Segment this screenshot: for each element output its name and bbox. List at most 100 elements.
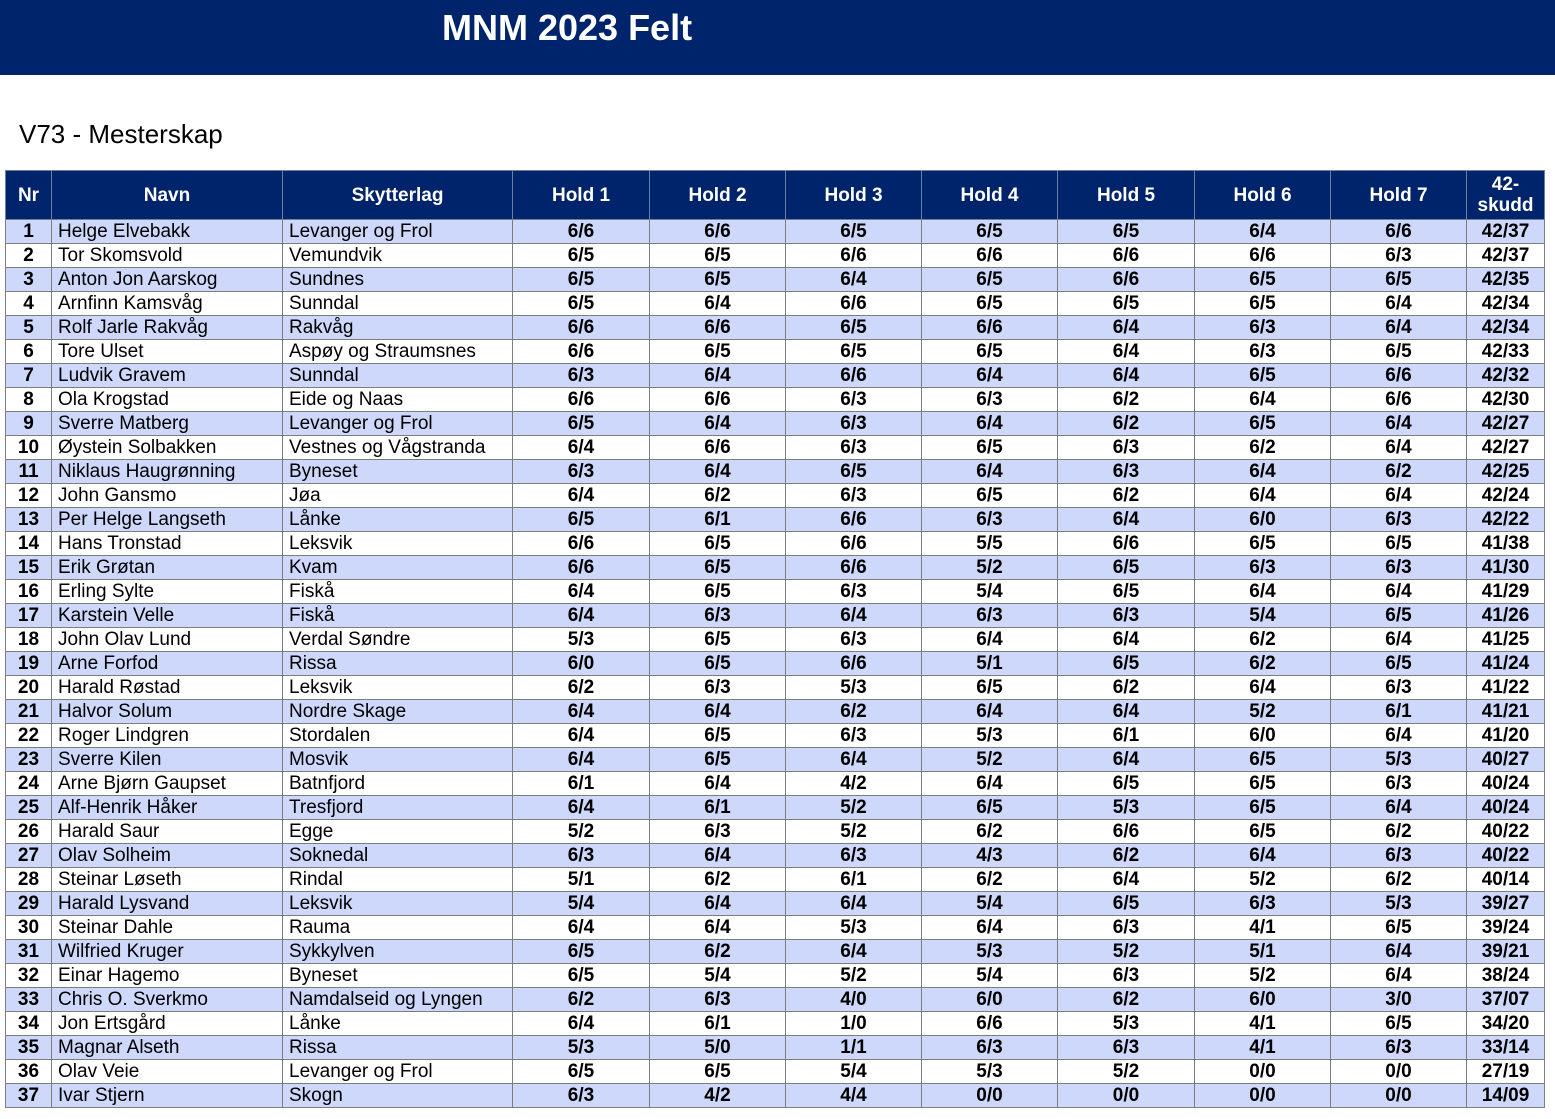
hold-6-score-cell: 5/1 bbox=[1194, 939, 1331, 964]
rank-cell: 3 bbox=[5, 267, 52, 292]
hold-5-score-cell: 6/2 bbox=[1057, 483, 1195, 508]
total-score-cell: 38/24 bbox=[1466, 963, 1545, 988]
hold-4-score-cell: 6/6 bbox=[921, 243, 1058, 268]
hold-4-score-cell: 6/5 bbox=[921, 483, 1058, 508]
shooter-name-cell: Sverre Kilen bbox=[51, 747, 283, 772]
col-header-navn[interactable]: Navn bbox=[51, 170, 283, 220]
col-header-hold-2[interactable]: Hold 2 bbox=[649, 170, 786, 220]
hold-6-score-cell: 0/0 bbox=[1194, 1059, 1331, 1084]
col-header-hold-4[interactable]: Hold 4 bbox=[921, 170, 1058, 220]
hold-6-score-cell: 4/1 bbox=[1194, 915, 1331, 940]
col-header-hold-6[interactable]: Hold 6 bbox=[1194, 170, 1331, 220]
hold-3-score-cell: 5/4 bbox=[785, 1059, 922, 1084]
hold-1-score-cell: 6/1 bbox=[512, 771, 650, 796]
hold-2-score-cell: 6/5 bbox=[649, 651, 786, 676]
hold-1-score-cell: 6/4 bbox=[512, 579, 650, 604]
total-score-cell: 40/27 bbox=[1466, 747, 1545, 772]
shooter-name-cell: Anton Jon Aarskog bbox=[51, 267, 283, 292]
shooter-name-cell: Niklaus Haugrønning bbox=[51, 459, 283, 484]
hold-7-score-cell: 6/4 bbox=[1330, 435, 1467, 460]
rank-cell: 23 bbox=[5, 747, 52, 772]
table-row: 36 Olav Veie Levanger og Frol 6/5 6/5 5/4 5/3 5… bbox=[5, 1059, 1545, 1084]
table-row: 33 Chris O. Sverkmo Namdalseid og Lyngen 6/… bbox=[5, 987, 1545, 1012]
table-row: 37 Ivar Stjern Skogn 6/3 4/2 4/4 0/0 0/0 0/0 0/0 1… bbox=[5, 1083, 1545, 1108]
rank-cell: 9 bbox=[5, 411, 52, 436]
rank-cell: 21 bbox=[5, 699, 52, 724]
hold-4-score-cell: 6/4 bbox=[921, 699, 1058, 724]
club-cell: Sundnes bbox=[282, 267, 513, 292]
hold-5-score-cell: 6/3 bbox=[1057, 459, 1195, 484]
col-header-skytterlag[interactable]: Skytterlag bbox=[282, 170, 513, 220]
hold-3-score-cell: 6/3 bbox=[785, 627, 922, 652]
shooter-name-cell: Harald Røstad bbox=[51, 675, 283, 700]
col-header-hold-7[interactable]: Hold 7 bbox=[1330, 170, 1467, 220]
hold-5-score-cell: 6/4 bbox=[1057, 747, 1195, 772]
shooter-name-cell: Steinar Løseth bbox=[51, 867, 283, 892]
hold-5-score-cell: 6/1 bbox=[1057, 723, 1195, 748]
hold-5-score-cell: 6/5 bbox=[1057, 771, 1195, 796]
club-cell: Egge bbox=[282, 819, 513, 844]
shooter-name-cell: Ola Krogstad bbox=[51, 387, 283, 412]
shooter-name-cell: Magnar Alseth bbox=[51, 1035, 283, 1060]
hold-3-score-cell: 5/3 bbox=[785, 675, 922, 700]
rank-cell: 7 bbox=[5, 363, 52, 388]
hold-6-score-cell: 6/4 bbox=[1194, 219, 1331, 244]
shooter-name-cell: Einar Hagemo bbox=[51, 963, 283, 988]
col-header-hold-1[interactable]: Hold 1 bbox=[512, 170, 650, 220]
table-row: 7 Ludvik Gravem Sunndal 6/3 6/4 6/6 6/4 6/4 6/5 6… bbox=[5, 363, 1545, 388]
club-cell: Leksvik bbox=[282, 531, 513, 556]
hold-3-score-cell: 5/3 bbox=[785, 915, 922, 940]
rank-cell: 24 bbox=[5, 771, 52, 796]
rank-cell: 36 bbox=[5, 1059, 52, 1084]
results-table: Nr Navn Skytterlag Hold 1 Hold 2 Hold 3 … bbox=[5, 170, 1545, 1108]
hold-2-score-cell: 6/5 bbox=[649, 1059, 786, 1084]
table-row: 8 Ola Krogstad Eide og Naas 6/6 6/6 6/3 6/3 6/2… bbox=[5, 387, 1545, 412]
col-header-hold-5[interactable]: Hold 5 bbox=[1057, 170, 1195, 220]
hold-6-score-cell: 5/2 bbox=[1194, 699, 1331, 724]
hold-4-score-cell: 6/3 bbox=[921, 603, 1058, 628]
hold-5-score-cell: 6/6 bbox=[1057, 531, 1195, 556]
hold-7-score-cell: 6/6 bbox=[1330, 387, 1467, 412]
col-header-nr[interactable]: Nr bbox=[5, 170, 52, 220]
hold-7-score-cell: 6/3 bbox=[1330, 675, 1467, 700]
total-score-cell: 41/20 bbox=[1466, 723, 1545, 748]
hold-6-score-cell: 6/4 bbox=[1194, 843, 1331, 868]
club-cell: Tresfjord bbox=[282, 795, 513, 820]
hold-7-score-cell: 5/3 bbox=[1330, 747, 1467, 772]
hold-7-score-cell: 6/6 bbox=[1330, 363, 1467, 388]
club-cell: Stordalen bbox=[282, 723, 513, 748]
hold-6-score-cell: 6/4 bbox=[1194, 675, 1331, 700]
table-row: 24 Arne Bjørn Gaupset Batnfjord 6/1 6/4 4/2 6/… bbox=[5, 771, 1545, 796]
hold-5-score-cell: 5/2 bbox=[1057, 939, 1195, 964]
hold-4-score-cell: 6/5 bbox=[921, 435, 1058, 460]
hold-5-score-cell: 5/3 bbox=[1057, 1011, 1195, 1036]
col-header-hold-3[interactable]: Hold 3 bbox=[785, 170, 922, 220]
hold-5-score-cell: 6/2 bbox=[1057, 843, 1195, 868]
total-score-cell: 42/37 bbox=[1466, 219, 1545, 244]
rank-cell: 8 bbox=[5, 387, 52, 412]
club-cell: Levanger og Frol bbox=[282, 1059, 513, 1084]
hold-2-score-cell: 5/0 bbox=[649, 1035, 786, 1060]
club-cell: Kvam bbox=[282, 555, 513, 580]
hold-1-score-cell: 6/6 bbox=[512, 387, 650, 412]
hold-3-score-cell: 5/2 bbox=[785, 819, 922, 844]
total-score-cell: 39/21 bbox=[1466, 939, 1545, 964]
shooter-name-cell: Ludvik Gravem bbox=[51, 363, 283, 388]
hold-4-score-cell: 5/4 bbox=[921, 963, 1058, 988]
hold-5-score-cell: 5/2 bbox=[1057, 1059, 1195, 1084]
hold-4-score-cell: 5/2 bbox=[921, 555, 1058, 580]
col-header-42-skudd[interactable]: 42- skudd bbox=[1466, 170, 1545, 220]
club-cell: Leksvik bbox=[282, 675, 513, 700]
hold-2-score-cell: 6/3 bbox=[649, 675, 786, 700]
total-score-cell: 42/37 bbox=[1466, 243, 1545, 268]
rank-cell: 20 bbox=[5, 675, 52, 700]
table-row: 11 Niklaus Haugrønning Byneset 6/3 6/4 6/5 6/4… bbox=[5, 459, 1545, 484]
total-score-cell: 39/24 bbox=[1466, 915, 1545, 940]
hold-7-score-cell: 6/2 bbox=[1330, 459, 1467, 484]
rank-cell: 32 bbox=[5, 963, 52, 988]
total-score-cell: 40/24 bbox=[1466, 771, 1545, 796]
hold-3-score-cell: 6/1 bbox=[785, 867, 922, 892]
hold-1-score-cell: 6/2 bbox=[512, 987, 650, 1012]
hold-1-score-cell: 6/2 bbox=[512, 675, 650, 700]
shooter-name-cell: Halvor Solum bbox=[51, 699, 283, 724]
